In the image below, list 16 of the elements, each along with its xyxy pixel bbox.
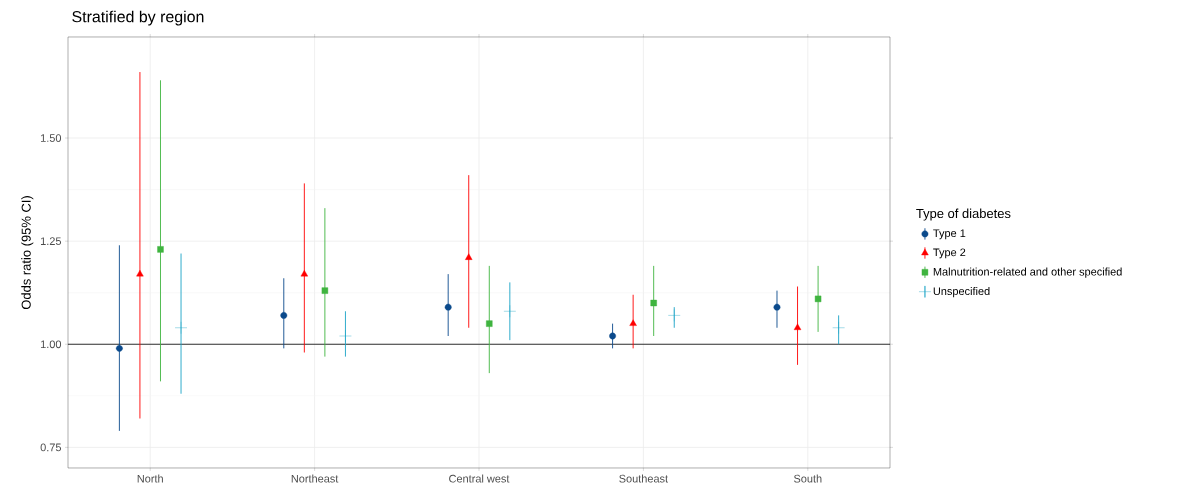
legend-label: Type 1 (933, 229, 966, 240)
y-tick-label: 1.50 (40, 134, 62, 142)
y-tick-label: 0.75 (40, 443, 62, 452)
legend-label: Type 2 (933, 248, 966, 259)
y-tick-label: 1.25 (40, 237, 62, 246)
y-tick-label: 1.00 (40, 340, 62, 349)
y-axis-title: Odds ratio (95% CI) (21, 196, 34, 310)
x-tick-label: Southeast (619, 474, 668, 483)
chart-title: Stratified by region (72, 10, 204, 26)
legend-title: Type of diabetes (916, 208, 1011, 221)
x-tick-label: Central west (449, 474, 510, 483)
x-tick-label: Northeast (291, 474, 339, 483)
legend-label: Malnutrition-related and other specified (933, 267, 1122, 278)
x-tick-label: North (137, 474, 163, 483)
x-tick-label: South (793, 474, 822, 483)
legend-label: Unspecified (933, 286, 990, 298)
